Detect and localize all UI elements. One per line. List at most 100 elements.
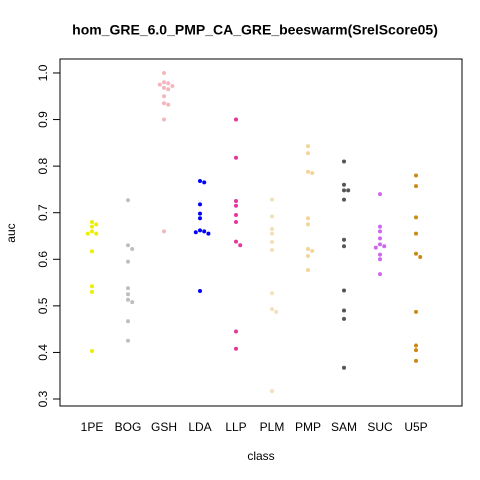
point <box>130 300 135 305</box>
point <box>126 338 130 343</box>
point <box>157 82 162 87</box>
point <box>414 309 418 314</box>
point <box>94 231 99 236</box>
point <box>342 316 346 321</box>
x-tick-label: U5P <box>404 420 427 434</box>
point <box>238 243 243 248</box>
point <box>90 249 94 254</box>
y-tick-label: 0.7 <box>36 204 50 221</box>
point <box>198 216 202 221</box>
point <box>162 117 166 122</box>
point <box>202 229 207 234</box>
point <box>342 365 346 370</box>
point <box>130 247 135 252</box>
point <box>378 242 382 247</box>
point <box>414 231 418 236</box>
point <box>378 252 382 257</box>
point <box>306 151 310 156</box>
point <box>270 227 274 232</box>
point <box>414 184 418 189</box>
point <box>198 288 202 293</box>
point <box>342 182 346 187</box>
point <box>126 259 130 264</box>
plot-frame <box>59 58 463 407</box>
point <box>342 188 346 193</box>
point <box>206 231 211 236</box>
point <box>306 222 310 227</box>
point <box>126 319 130 324</box>
y-tick-label: 0.6 <box>36 251 50 268</box>
chart-title: hom_GRE_6.0_PMP_CA_GRE_beeswarm(SrelScor… <box>72 22 438 38</box>
point <box>414 348 418 353</box>
point <box>342 308 346 313</box>
point <box>234 329 238 334</box>
point <box>414 215 418 220</box>
point <box>166 102 171 107</box>
point <box>234 239 238 244</box>
point <box>198 211 202 216</box>
point <box>414 173 418 178</box>
point <box>306 247 310 252</box>
point <box>234 203 238 208</box>
point <box>373 245 378 250</box>
point <box>378 257 382 262</box>
y-tick-label: 1.0 <box>36 64 50 81</box>
point <box>310 171 315 176</box>
point <box>270 307 274 312</box>
point <box>378 236 382 241</box>
point <box>342 244 346 249</box>
point <box>198 202 202 207</box>
point <box>90 349 94 354</box>
point <box>126 198 130 203</box>
point <box>342 288 346 293</box>
point <box>306 144 310 149</box>
point <box>378 272 382 277</box>
point <box>418 254 423 259</box>
x-tick-label: GSH <box>151 420 177 434</box>
point <box>162 101 166 106</box>
point <box>202 180 207 185</box>
x-tick-label: PLM <box>260 420 285 434</box>
point <box>162 80 166 85</box>
point <box>198 228 202 233</box>
y-tick-label: 0.5 <box>36 297 50 314</box>
point <box>270 214 274 219</box>
point <box>342 197 346 202</box>
y-tick-label: 0.9 <box>36 111 50 128</box>
point <box>94 222 99 227</box>
point <box>234 220 238 225</box>
x-tick-label: PMP <box>295 420 321 434</box>
x-tick-label: SUC <box>367 420 393 434</box>
point <box>378 192 382 197</box>
point <box>90 284 94 289</box>
point <box>234 155 238 160</box>
point <box>234 117 238 122</box>
point <box>90 229 94 234</box>
point <box>166 81 171 86</box>
x-axis-label: class <box>247 449 274 463</box>
x-tick-label: BOG <box>115 420 142 434</box>
point <box>270 231 274 236</box>
point <box>85 231 90 236</box>
point <box>342 237 346 242</box>
x-tick-label: LLP <box>225 420 246 434</box>
point <box>414 251 418 256</box>
point <box>198 179 202 184</box>
point <box>90 289 94 294</box>
point <box>270 389 274 394</box>
point <box>270 197 274 202</box>
point <box>270 247 274 252</box>
point <box>306 267 310 272</box>
point <box>378 229 382 234</box>
point <box>234 213 238 218</box>
point <box>126 292 130 297</box>
x-tick-label: SAM <box>331 420 357 434</box>
point <box>162 229 166 234</box>
point <box>126 297 130 302</box>
point <box>90 220 94 225</box>
y-tick-label: 0.8 <box>36 157 50 174</box>
point <box>162 70 166 75</box>
point <box>162 94 166 99</box>
point <box>270 240 274 245</box>
